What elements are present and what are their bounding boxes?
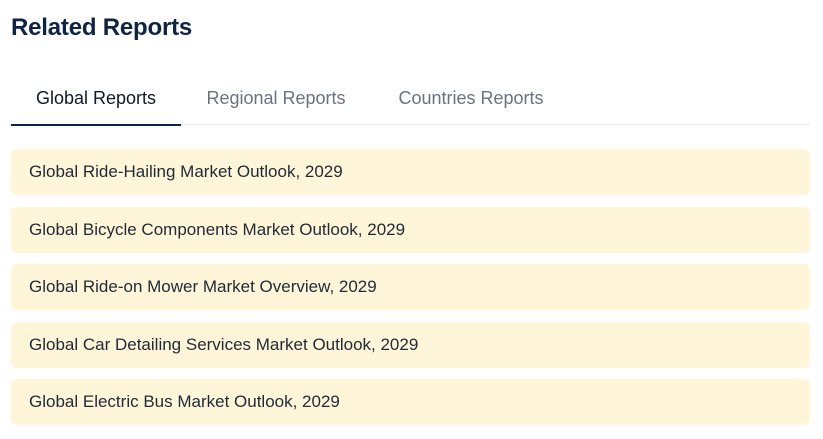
report-list: Global Ride-Hailing Market Outlook, 2029… (11, 149, 810, 437)
report-link-ride-on-mower[interactable]: Global Ride-on Mower Market Overview, 20… (11, 264, 810, 310)
tab-global-reports[interactable]: Global Reports (11, 72, 181, 126)
report-link-ride-hailing[interactable]: Global Ride-Hailing Market Outlook, 2029 (11, 149, 810, 195)
report-tabs: Global Reports Regional Reports Countrie… (11, 72, 810, 126)
tab-regional-reports[interactable]: Regional Reports (206, 88, 346, 108)
section-title: Related Reports (11, 14, 193, 41)
report-link-electric-bus[interactable]: Global Electric Bus Market Outlook, 2029 (11, 379, 810, 425)
report-link-bicycle-components[interactable]: Global Bicycle Components Market Outlook… (11, 206, 810, 253)
tab-countries-reports[interactable]: Countries Reports (398, 88, 544, 108)
report-link-car-detailing[interactable]: Global Car Detailing Services Market Out… (11, 321, 810, 368)
